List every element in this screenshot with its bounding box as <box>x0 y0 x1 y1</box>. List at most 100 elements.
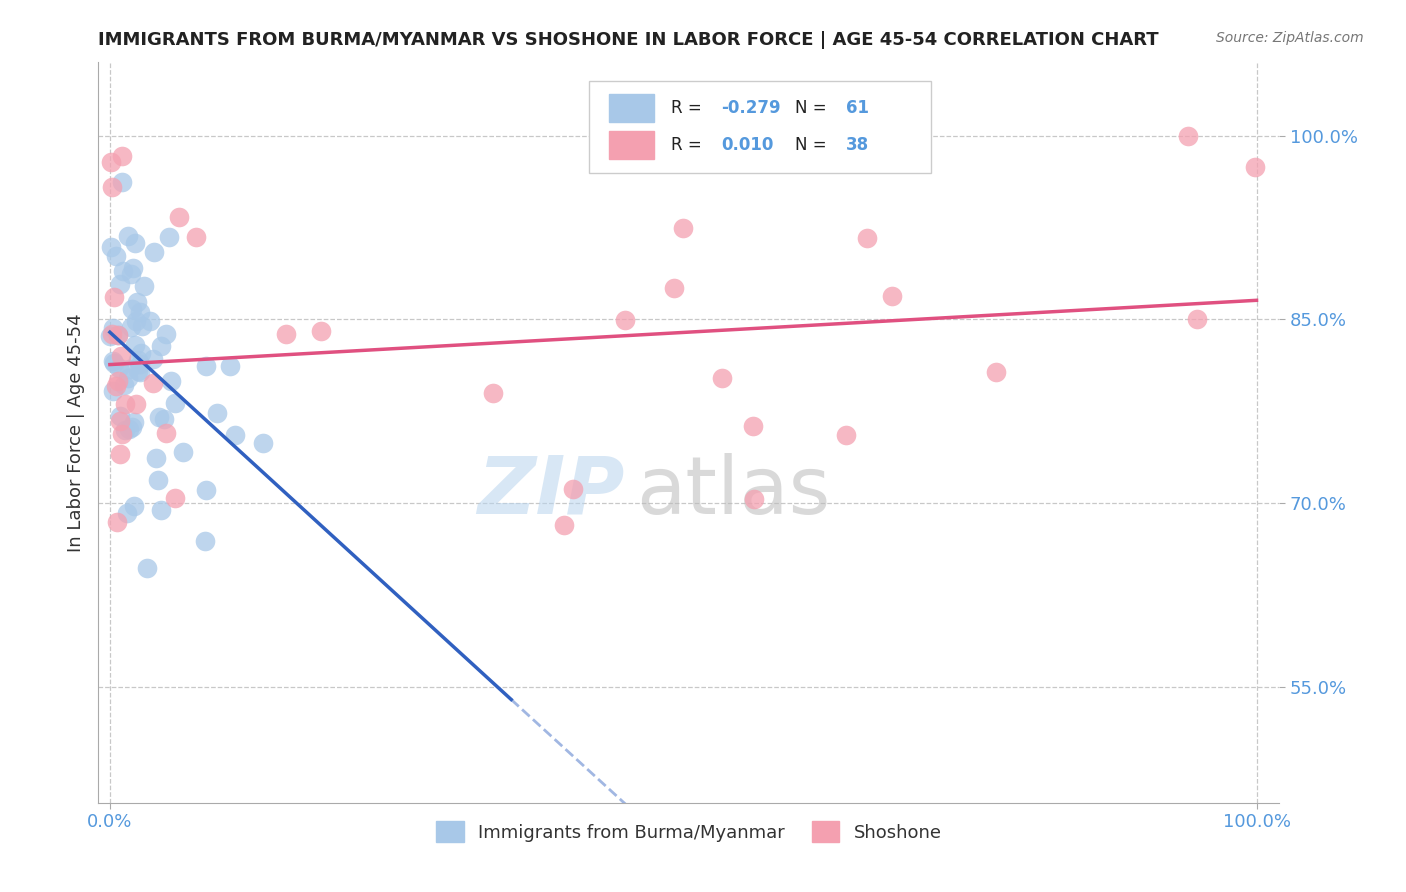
Text: ZIP: ZIP <box>477 453 624 531</box>
Point <box>117 371 139 385</box>
Point <box>131 318 153 333</box>
Point <box>142 376 165 390</box>
Point <box>111 426 134 441</box>
Point <box>104 249 127 263</box>
Point <box>100 155 122 169</box>
Point <box>252 435 274 450</box>
Point <box>110 349 132 363</box>
Text: 0.010: 0.010 <box>721 136 773 154</box>
Text: 61: 61 <box>846 99 869 118</box>
Point <box>110 277 132 291</box>
Point <box>124 338 146 352</box>
Point <box>105 515 128 529</box>
Text: 38: 38 <box>846 136 869 154</box>
Point <box>125 295 148 310</box>
Point <box>107 328 129 343</box>
Text: -0.279: -0.279 <box>721 99 780 118</box>
Point <box>145 450 167 465</box>
Point <box>122 260 145 275</box>
Point <box>128 365 150 379</box>
Point <box>142 351 165 366</box>
Text: Source: ZipAtlas.com: Source: ZipAtlas.com <box>1216 31 1364 45</box>
Point <box>125 397 148 411</box>
Point <box>195 359 218 373</box>
Point <box>108 361 131 376</box>
FancyBboxPatch shape <box>589 81 931 173</box>
Point <box>207 406 229 420</box>
Point <box>219 359 242 373</box>
Point <box>117 361 139 376</box>
Point <box>562 482 585 496</box>
Point <box>311 324 333 338</box>
Point <box>122 415 145 429</box>
Bar <box>609 95 654 122</box>
Point <box>1177 128 1199 143</box>
Point <box>114 423 136 437</box>
Point <box>553 517 575 532</box>
Point <box>224 427 246 442</box>
Point <box>742 418 765 433</box>
Point <box>107 374 129 388</box>
Point <box>118 422 141 436</box>
Point <box>1185 312 1208 326</box>
Point <box>711 371 734 385</box>
Point <box>121 420 143 434</box>
Point <box>101 353 124 368</box>
Point <box>742 492 765 507</box>
Point <box>148 409 170 424</box>
Point <box>143 244 166 259</box>
Text: R =: R = <box>671 99 707 118</box>
Point <box>110 414 132 428</box>
Point <box>155 425 177 440</box>
Point <box>124 235 146 250</box>
Point <box>163 491 186 505</box>
Legend: Immigrants from Burma/Myanmar, Shoshone: Immigrants from Burma/Myanmar, Shoshone <box>429 814 949 849</box>
Point <box>195 483 218 497</box>
Point <box>153 411 176 425</box>
Y-axis label: In Labor Force | Age 45-54: In Labor Force | Age 45-54 <box>66 313 84 552</box>
Point <box>132 279 155 293</box>
Point <box>100 179 122 194</box>
Point <box>172 445 194 459</box>
Point <box>184 230 207 244</box>
Point <box>117 506 139 520</box>
Point <box>117 228 139 243</box>
Point <box>128 305 150 319</box>
Text: IMMIGRANTS FROM BURMA/MYANMAR VS SHOSHONE IN LABOR FORCE | AGE 45-54 CORRELATION: IMMIGRANTS FROM BURMA/MYANMAR VS SHOSHON… <box>98 31 1159 49</box>
Bar <box>609 131 654 160</box>
Point <box>276 326 298 341</box>
Point <box>101 320 124 334</box>
Point <box>101 384 124 399</box>
Point <box>111 148 134 162</box>
Point <box>103 290 125 304</box>
Point <box>129 345 152 359</box>
Point <box>121 301 143 316</box>
Point <box>167 211 190 225</box>
Point <box>882 289 904 303</box>
Point <box>194 533 217 548</box>
Point <box>111 264 134 278</box>
Point <box>127 352 149 367</box>
Text: N =: N = <box>796 136 832 154</box>
Point <box>165 396 187 410</box>
Point <box>1244 160 1267 174</box>
Point <box>155 326 177 341</box>
Point <box>835 427 858 442</box>
Point <box>122 499 145 513</box>
Point <box>662 280 685 294</box>
Point <box>146 473 169 487</box>
Point <box>101 326 124 341</box>
Point <box>150 503 173 517</box>
Point <box>108 447 131 461</box>
Point <box>856 231 879 245</box>
Point <box>108 409 131 423</box>
Point <box>120 319 142 334</box>
Point <box>120 267 142 281</box>
Point <box>157 229 180 244</box>
Point <box>613 312 636 326</box>
Point <box>98 329 121 343</box>
Point <box>139 314 162 328</box>
Point <box>114 397 136 411</box>
Text: N =: N = <box>796 99 832 118</box>
Point <box>125 313 148 327</box>
